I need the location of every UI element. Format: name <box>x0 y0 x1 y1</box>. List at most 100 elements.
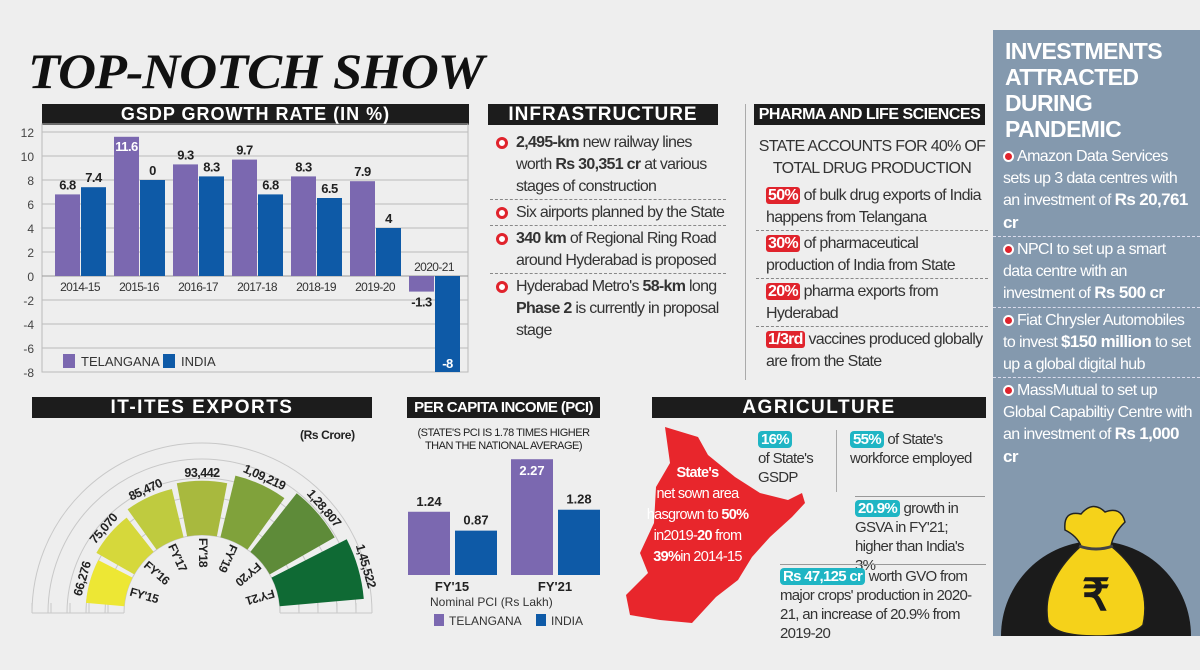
export-wedge <box>250 493 335 575</box>
x-category-label: 2019-20 <box>355 280 396 294</box>
y-tick-label: -8 <box>23 366 34 380</box>
wedge-year-label: FY'19 <box>215 542 240 575</box>
map-text: grown to <box>668 507 722 523</box>
map-text: in 2014-15 <box>680 549 742 565</box>
export-wedge <box>127 489 184 550</box>
wedge-year-label: FY'15 <box>128 585 161 607</box>
bar-value-label: 9.7 <box>236 143 253 158</box>
wedge-value-label: 93,442 <box>184 466 220 480</box>
india-bar <box>258 194 283 276</box>
agriculture-title: AGRICULTURE <box>652 397 986 418</box>
pharma-list: STATE ACCOUNTS FOR 40% OF TOTAL DRUG PRO… <box>756 136 988 374</box>
x-category-label: FY'21 <box>538 579 572 594</box>
india-bar <box>455 530 497 575</box>
gvo-badge: Rs 47,125 cr <box>780 568 866 585</box>
pci-subtitle: (STATE'S PCI IS 1.78 TIMES HIGHER THAN T… <box>417 427 590 452</box>
map-text: from <box>711 528 742 544</box>
india-bar <box>199 176 224 276</box>
workforce-badge: 55% <box>850 431 884 448</box>
investment-item: NPCI to set up a smart data centre with … <box>993 237 1200 308</box>
bullet-icon <box>1003 244 1014 255</box>
y-tick-label: 10 <box>21 150 35 164</box>
y-tick-label: -2 <box>23 294 34 308</box>
map-text: 50% <box>721 507 749 523</box>
investment-item: MassMutual to set up Global Capabiltiy C… <box>993 378 1200 470</box>
x-category-label: 2015-16 <box>119 280 160 294</box>
pharma-intro: STATE ACCOUNTS FOR 40% OF TOTAL DRUG PRO… <box>758 138 986 177</box>
export-wedge <box>271 539 364 607</box>
it-ites-title: IT-ITES EXPORTS <box>32 397 372 418</box>
map-caption: State's net sown area hasgrown to 50% in2… <box>635 463 760 568</box>
item-text: $150 million <box>1061 332 1152 351</box>
legend-telangana-swatch <box>63 354 75 368</box>
pharma-title: PHARMA AND LIFE SCIENCES <box>754 104 985 125</box>
x-category-label: 2014-15 <box>60 280 101 294</box>
bar-value-label: 4 <box>385 211 393 226</box>
agri-stat-gsdp: 16% of State's GSDP <box>758 430 838 487</box>
bullet-icon <box>496 281 508 293</box>
telangana-bar <box>350 181 375 276</box>
infrastructure-item: Hyderabad Metro's 58-km long Phase 2 is … <box>490 276 726 343</box>
infrastructure-item: Six airports planned by the State <box>490 202 726 226</box>
pharma-text: pharma exports from Hyderabad <box>766 283 939 322</box>
bar-value-label: 6.5 <box>321 181 338 196</box>
item-text: Fiat Chrysler Automobiles to invest <box>1003 311 1185 352</box>
telangana-bar <box>55 194 80 276</box>
item-text: to set up a global digital hub <box>1003 334 1191 373</box>
telangana-bar <box>408 511 450 575</box>
bullet-icon <box>1003 151 1014 162</box>
bar-value-label: 11.6 <box>115 139 138 154</box>
gsdp-chart: 12 10 8 6 4 2 0 -2 -4 -6 -8 6.8 7.4 2014-15 11.6 0 2015-… <box>21 123 469 380</box>
pharma-item: 1/3rd vaccines produced globally are fro… <box>756 327 988 374</box>
telangana-bar <box>511 459 553 575</box>
pharma-badge: 50% <box>766 187 800 204</box>
it-ites-chart: 66,276 FY'1575,070FY'1685,470FY'1793,442F… <box>31 442 379 614</box>
pharma-item: 50% of bulk drug exports of India happen… <box>756 183 988 231</box>
item-text: MassMutual to set up Global Capabiltiy C… <box>1003 382 1193 443</box>
legend-label: TELANGANA <box>449 614 522 628</box>
india-bar <box>435 276 460 372</box>
india-bar <box>558 509 600 575</box>
svg-text:₹: ₹ <box>1082 571 1110 620</box>
export-wedge <box>96 517 154 575</box>
bar-value-label: 1.28 <box>566 492 591 507</box>
bar-value-label: 7.9 <box>354 164 371 179</box>
infrastructure-list: 2,495-km new railway lines worth Rs 30,3… <box>490 132 726 345</box>
agri-stat-workforce: 55% of State's workforce employed <box>850 430 985 468</box>
x-category-label: 2020-21 <box>414 260 455 274</box>
page-headline: TOP-NOTCH SHOW <box>28 43 484 99</box>
item-text: Phase 2 <box>516 300 572 317</box>
bar-value-label: 8.3 <box>203 159 220 174</box>
bar-value-label: -1.3 <box>411 295 432 310</box>
item-text: is currently in proposal stage <box>516 300 719 339</box>
item-text: 340 km <box>516 230 567 247</box>
map-text: in <box>653 528 665 544</box>
legend-india-swatch <box>163 354 175 368</box>
pharma-item: 20% pharma exports from Hyderabad <box>756 279 988 327</box>
bullet-icon <box>496 207 508 219</box>
bar-value-label: 0.87 <box>463 513 488 528</box>
legend-telangana-swatch <box>434 614 444 626</box>
y-tick-label: 2 <box>27 246 34 260</box>
item-text: 58-km <box>642 278 686 295</box>
bullet-icon <box>496 233 508 245</box>
item-text: Amazon Data Services sets up 3 data cent… <box>1003 148 1178 209</box>
y-tick-label: 6 <box>27 198 34 212</box>
telangana-bar <box>114 136 139 276</box>
export-wedge <box>176 480 228 537</box>
legend-india-swatch <box>536 614 546 626</box>
map-text: net sown area has <box>646 486 739 523</box>
bullet-icon <box>1003 385 1014 396</box>
telangana-bar <box>173 164 198 276</box>
pharma-text: vaccines produced globally are from the … <box>766 331 983 370</box>
infrastructure-item: 2,495-km new railway lines worth Rs 30,3… <box>490 132 726 200</box>
y-tick-label: 4 <box>27 222 34 236</box>
india-bar <box>81 187 106 276</box>
y-tick-label: 12 <box>21 126 35 140</box>
pharma-text: of bulk drug exports of India happens fr… <box>766 187 982 226</box>
bar-value-label: 1.24 <box>416 494 442 509</box>
bar-value-label: 8.3 <box>295 159 312 174</box>
y-tick-label: -4 <box>23 318 34 332</box>
map-text: State's <box>676 465 719 481</box>
